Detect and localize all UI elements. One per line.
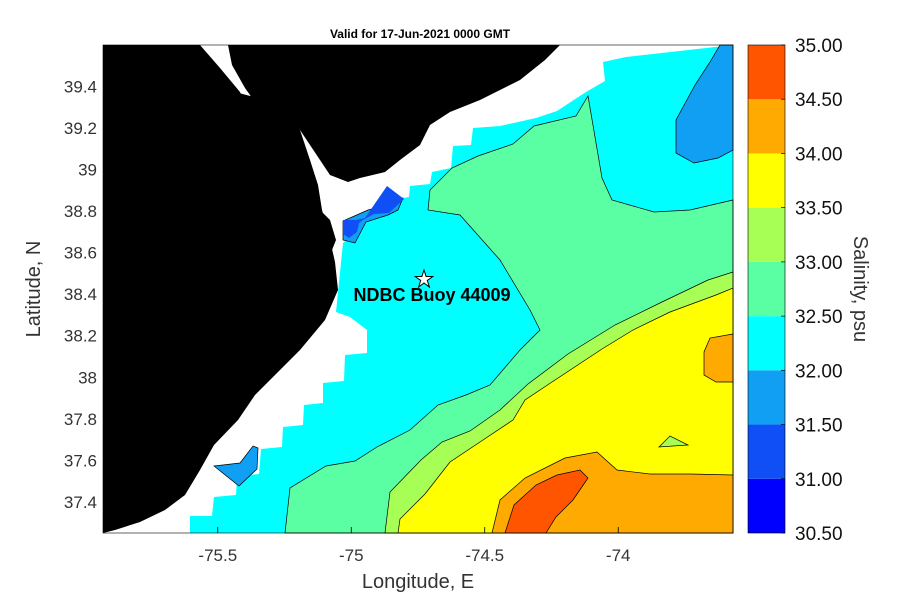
colorbar-tick-label: 33.50 — [795, 199, 843, 220]
colorbar-label: Salinity, psu — [849, 236, 871, 342]
field-31.5-32-ne — [675, 44, 734, 164]
x-tick-label: -75 — [339, 546, 364, 565]
colorbar-segment — [748, 316, 785, 371]
y-tick-label: 39.2 — [64, 119, 97, 138]
colorbar-segment — [748, 207, 785, 262]
colorbar-tick-label: 31.00 — [795, 470, 843, 491]
colorbar-frame — [747, 44, 786, 534]
x-axis: -75.5 -75 -74.5 -74 — [198, 527, 631, 565]
y-tick-label: 37.8 — [64, 410, 97, 429]
y-tick-label: 38.2 — [64, 327, 97, 346]
y-tick-label: 37.4 — [64, 493, 97, 512]
colorbar-tick-label: 31.50 — [795, 416, 843, 437]
field-33-33.5-patch — [658, 435, 690, 448]
buoy-star-marker — [413, 268, 435, 289]
y-tick-label: 38.6 — [64, 244, 97, 263]
y-tick-label: 38.4 — [64, 285, 97, 304]
y-tick-label: 38.8 — [64, 202, 97, 221]
field-34.5-35 — [504, 469, 589, 534]
colorbar-segment — [748, 370, 785, 425]
colorbar-segment — [748, 153, 785, 208]
field-34-34.5-patch — [703, 333, 734, 383]
colorbar-segment — [748, 99, 785, 154]
colorbar-segment — [748, 261, 785, 317]
x-tick-label: -74.5 — [465, 546, 504, 565]
colorbar-tick-label: 30.50 — [795, 524, 843, 545]
y-tick-label: 39 — [78, 161, 97, 180]
colorbar-tick-label: 32.00 — [795, 361, 843, 382]
y-tick-label: 39.4 — [64, 78, 97, 97]
colorbar-segment — [748, 478, 785, 533]
colorbar-tick-label: 34.00 — [795, 144, 843, 165]
plot-area: NDBC Buoy 44009 — [102, 44, 734, 534]
colorbar: 30.50 31.00 31.50 32.00 32.50 33.00 33.50 34.00… — [747, 36, 843, 545]
field-31-31.5-bay — [343, 186, 404, 238]
land-cape-may — [228, 45, 560, 182]
y-tick-label: 38 — [78, 368, 97, 387]
buoy-label: NDBC Buoy 44009 — [353, 285, 510, 305]
colorbar-tick-label: 32.50 — [795, 307, 843, 328]
colorbar-segment — [748, 424, 785, 479]
land-delmarva-bay-shore — [103, 45, 336, 255]
x-tick-label: -75.5 — [198, 546, 237, 565]
field-33.5-34 — [397, 287, 734, 534]
plot-frame — [102, 44, 734, 534]
y-axis: 37.4 37.6 37.8 38 38.2 38.4 38.6 38.8 39 39.2 39.4 — [64, 78, 109, 512]
colorbar-segment — [748, 45, 785, 100]
y-tick-label: 37.6 — [64, 451, 97, 470]
x-axis-label: Longitude, E — [362, 571, 474, 593]
y-axis-label: Latitude, N — [23, 241, 45, 338]
field-31.5-32-sw — [213, 445, 259, 487]
chart-title: Valid for 17-Jun-2021 0000 GMT — [330, 27, 511, 41]
colorbar-tick-label: 33.00 — [795, 253, 843, 274]
x-tick-label: -74 — [606, 546, 631, 565]
land-mass — [103, 45, 338, 533]
colorbar-tick-label: 34.50 — [795, 90, 843, 111]
colorbar-tick-label: 35.00 — [795, 36, 843, 57]
